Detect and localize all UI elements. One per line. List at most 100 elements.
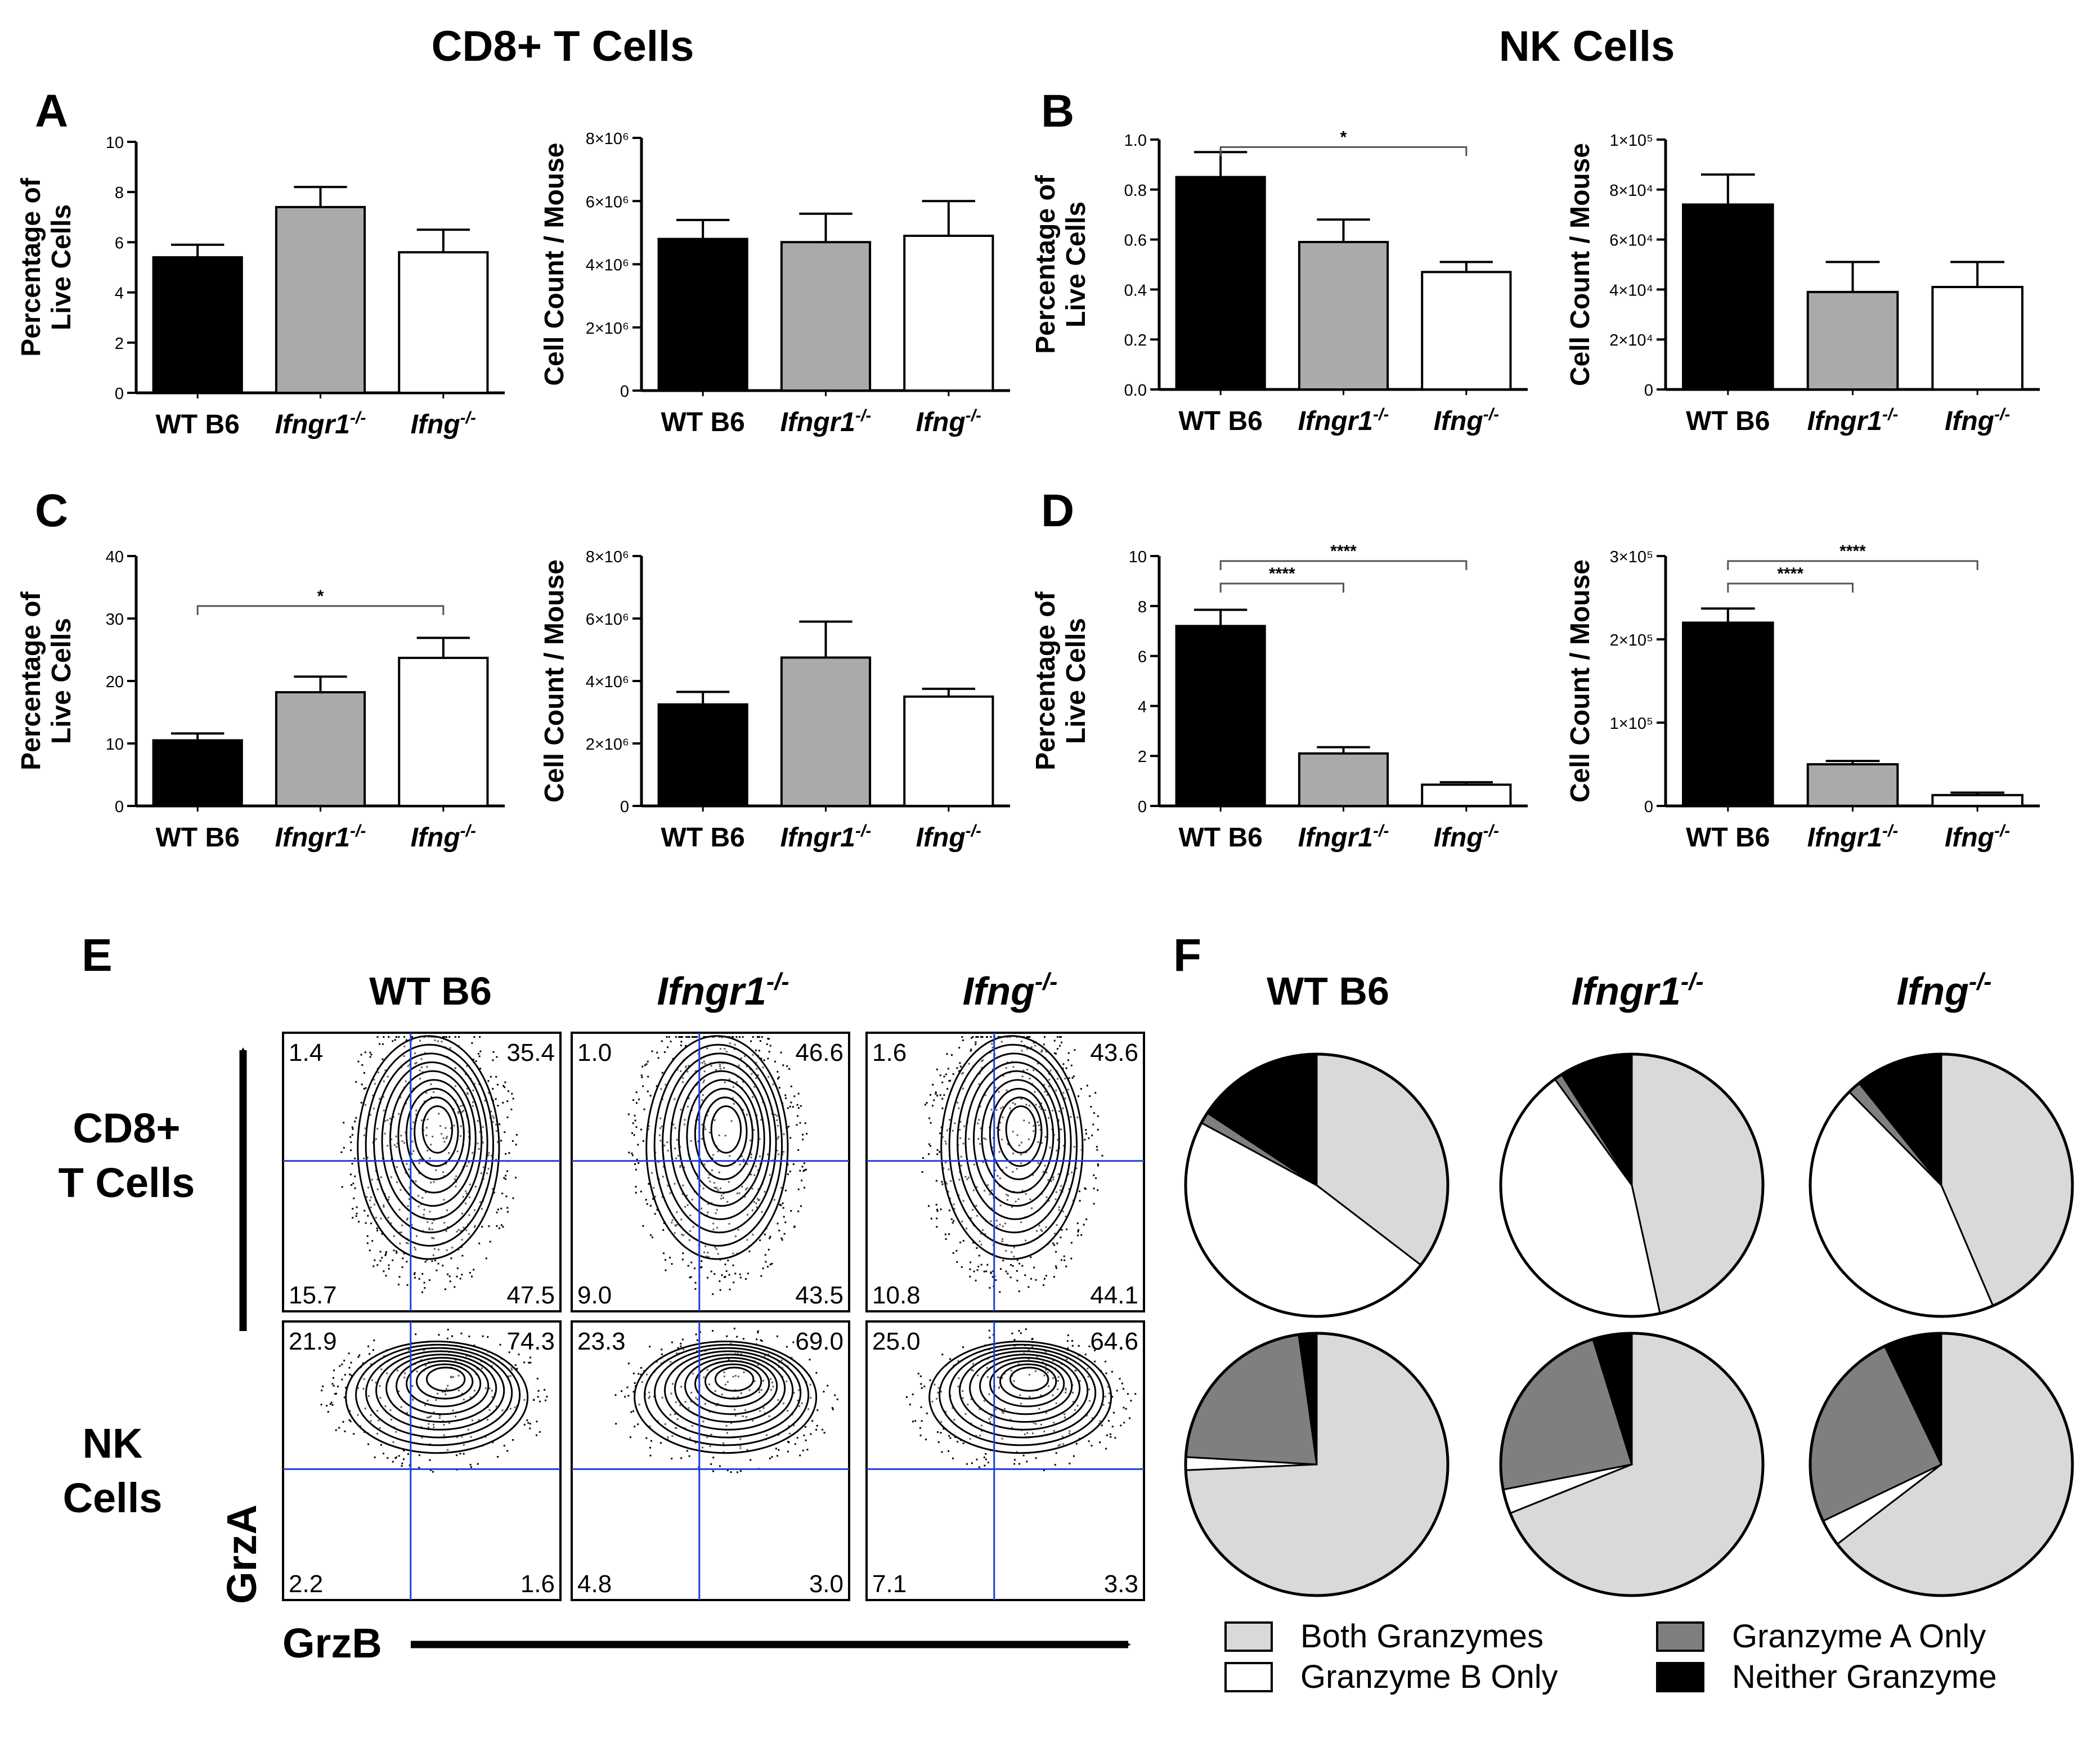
y-tick-label: 0 <box>1644 382 1653 400</box>
bar <box>780 656 872 807</box>
y-axis-title: Cell Count / Mouse <box>540 559 569 803</box>
y-axis-title-line: Live Cells <box>1061 618 1091 744</box>
bar <box>1175 176 1266 391</box>
y-tick-label: 4×10⁶ <box>586 257 629 275</box>
bar <box>152 256 243 394</box>
y-tick-label: 4×10⁴ <box>1609 281 1653 299</box>
bar <box>1298 241 1389 391</box>
y-axis-title: Percentage ofLive Cells <box>16 177 77 356</box>
x-tick-label-text: Ifng <box>1945 823 1994 853</box>
y-tick-label: 8 <box>115 184 124 202</box>
quadrant-percentage: 3.3 <box>1104 1570 1138 1598</box>
y-axis-title-line: Cell Count / Mouse <box>540 559 569 803</box>
flow-column-header-text: WT B6 <box>369 969 492 1013</box>
y-tick-label: 6 <box>115 234 124 252</box>
x-tick-label-text: WT B6 <box>156 410 240 440</box>
y-axis-title: Percentage ofLive Cells <box>16 591 77 770</box>
quadrant-percentage: 74.3 <box>506 1328 555 1355</box>
bar-chart-d-cell-count: 0 1×10⁵ 2×10⁵ 3×10⁵ Cell Count / Mouse WT B6 I… <box>1565 542 2040 853</box>
y-tick-label: 6 <box>1138 648 1147 666</box>
flow-contour <box>981 1079 1055 1194</box>
x-tick-label-text: WT B6 <box>1179 823 1263 853</box>
x-tick-label: WT B6 <box>1179 823 1263 853</box>
flow-contour <box>714 1366 755 1392</box>
bar <box>1298 752 1389 808</box>
flow-contour <box>694 1087 753 1180</box>
flow-contour <box>939 1343 1105 1446</box>
quadrant-percentage: 47.5 <box>506 1282 555 1309</box>
x-tick-label-superscript: -/- <box>1483 822 1499 840</box>
flow-contour <box>710 1105 742 1154</box>
x-tick-label: WT B6 <box>156 823 240 853</box>
pie-legend: Both Granzymes Granzyme B Only Granzyme A … <box>1224 1618 1997 1695</box>
flow-row-label: CD8+ <box>73 1105 180 1151</box>
x-tick-label-text: Ifngr1 <box>1807 823 1882 853</box>
legend-label: Both Granzymes <box>1300 1618 1543 1655</box>
flow-contour <box>421 1105 454 1154</box>
bar-chart-a-cell-count: 0 2×10⁶ 4×10⁶ 6×10⁶ 8×10⁶ Cell Count / Mouse W… <box>540 130 1010 437</box>
x-tick-label-text: Ifng <box>411 823 460 853</box>
x-tick-label-superscript: -/- <box>855 406 871 425</box>
quadrant-percentage: 1.0 <box>577 1039 612 1067</box>
quadrant-percentage: 46.6 <box>795 1039 843 1067</box>
flow-contour <box>644 1343 810 1446</box>
x-tick-label-text: WT B6 <box>661 407 745 437</box>
y-tick-label: 4×10⁶ <box>586 673 629 691</box>
quadrant-percentage: 4.8 <box>577 1570 612 1598</box>
bar <box>1931 794 2023 808</box>
pie-column-header-text: Ifng <box>1897 969 1969 1013</box>
flow-contour <box>385 1354 497 1423</box>
x-tick-label: WT B6 <box>661 407 745 437</box>
y-tick-label: 8×10⁶ <box>586 130 629 148</box>
y-tick-label: 0.2 <box>1124 331 1147 350</box>
x-tick-label: Ifng-/- <box>1945 405 2010 436</box>
x-tick-label: Ifngr1-/- <box>1298 405 1389 436</box>
x-tick-label-superscript: -/- <box>350 822 366 840</box>
y-tick-label: 0 <box>115 798 124 816</box>
bar-chart-a-percentage: 0 2 4 6 8 10 Percentage ofLive Cells WT B6 Ifngr… <box>16 134 505 440</box>
pie-outline <box>1809 1052 2074 1318</box>
x-tick-label-superscript: -/- <box>855 822 871 840</box>
flow-contour <box>948 1043 1078 1247</box>
quadrant-percentage: 2.2 <box>289 1570 323 1598</box>
pie-slice <box>1184 1333 1318 1466</box>
flow-column-header-text: Ifngr1 <box>657 969 766 1013</box>
x-tick-label-text: WT B6 <box>156 823 240 853</box>
x-tick-label-text: Ifngr1 <box>780 823 855 853</box>
x-tick-label-text: WT B6 <box>1686 823 1770 853</box>
bar <box>1421 783 1512 808</box>
x-tick-label: WT B6 <box>661 823 745 853</box>
grza-axis-label: GrzA <box>218 1504 265 1604</box>
pie-column-header-text: WT B6 <box>1267 969 1389 1013</box>
flow-contour <box>684 1357 778 1415</box>
quadrant-percentage: 9.0 <box>577 1282 612 1309</box>
bar <box>780 241 872 392</box>
bar <box>398 656 489 808</box>
y-tick-label: 1×10⁵ <box>1610 132 1653 150</box>
legend-label: Granzyme B Only <box>1300 1659 1558 1695</box>
y-tick-label: 1×10⁵ <box>1610 715 1653 733</box>
pie-chart <box>1499 1052 1765 1318</box>
y-tick-label: 40 <box>106 548 124 566</box>
quadrant-percentage: 64.6 <box>1090 1328 1138 1355</box>
legend-swatch <box>1224 1662 1273 1692</box>
flow-column-header-superscript: -/- <box>1035 968 1058 995</box>
quadrant-percentage: 3.0 <box>809 1570 843 1598</box>
x-tick-label: WT B6 <box>1179 406 1263 436</box>
quadrant-percentage: 10.8 <box>872 1282 921 1309</box>
bar-chart-b-percentage: 0.0 0.2 0.4 0.6 0.8 1.0 Percentage ofLive Cell… <box>1031 128 1528 436</box>
quadrant-percentage: 15.7 <box>289 1282 337 1309</box>
legend-swatch <box>1656 1621 1704 1652</box>
y-tick-label: 10 <box>1129 548 1147 566</box>
flow-plot: 25.0 64.6 7.1 3.3 <box>865 1320 1145 1601</box>
x-tick-label-superscript: -/- <box>1373 822 1389 840</box>
flow-row-label: T Cells <box>59 1159 195 1206</box>
flow-contour <box>654 1347 802 1439</box>
significance-bracket <box>1727 560 1978 570</box>
flow-contour <box>702 1096 748 1167</box>
y-tick-label: 2 <box>1138 748 1147 766</box>
quadrant-percentage: 44.1 <box>1090 1282 1138 1309</box>
flow-contour <box>989 1360 1065 1408</box>
flow-contour <box>365 1347 513 1439</box>
y-tick-label: 4 <box>1138 698 1147 716</box>
